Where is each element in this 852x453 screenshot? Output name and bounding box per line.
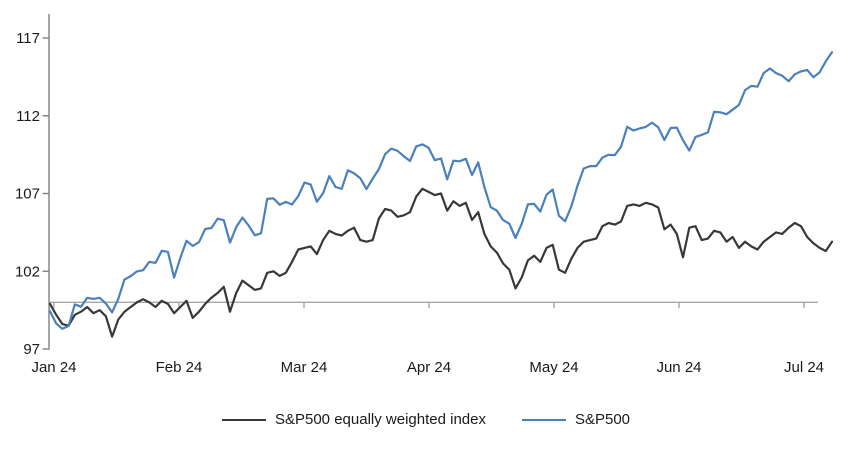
- y-tick-label: 102: [15, 263, 40, 280]
- legend: S&P500 equally weighted index S&P500: [0, 411, 852, 428]
- x-tick-label: Jun 24: [656, 359, 701, 376]
- x-tick-label: May 24: [529, 359, 578, 376]
- y-tick-label: 112: [16, 108, 40, 125]
- y-tick-label: 107: [15, 186, 40, 203]
- x-tick-label: Apr 24: [407, 359, 451, 376]
- y-tick-label: 117: [16, 30, 40, 47]
- series-line-equal-weight-index: [48, 187, 834, 338]
- legend-line-sample-blue: [521, 418, 566, 421]
- x-tick-label: Jan 24: [31, 359, 76, 376]
- legend-label-sp500: S&P500: [574, 411, 631, 428]
- x-tick-label: Mar 24: [281, 359, 328, 376]
- legend-item-equal-weight-index: S&P500 equally weighted index: [221, 411, 486, 428]
- x-tick-label: Feb 24: [156, 359, 203, 376]
- legend-item-sp500: S&P500: [521, 411, 631, 428]
- legend-label-equal-weight-index: S&P500 equally weighted index: [274, 411, 486, 428]
- y-tick-label: 97: [23, 341, 40, 358]
- legend-line-sample-dark: [221, 418, 266, 421]
- x-tick-label: Jul 24: [784, 359, 824, 376]
- series-line-sp500: [48, 51, 834, 330]
